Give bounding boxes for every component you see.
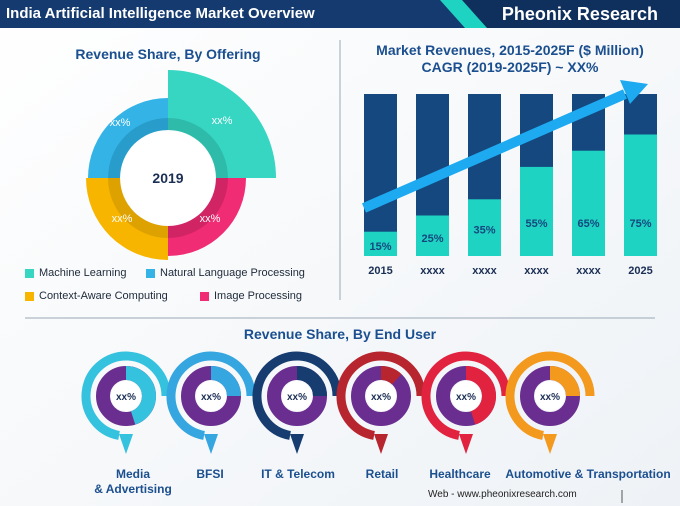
- website-text: Web - www.pheonixresearch.com: [428, 489, 577, 500]
- bar-value-label: 25%: [421, 233, 443, 245]
- x-tick-label: xxxx: [472, 265, 497, 277]
- legend-item: Image Processing: [200, 290, 302, 302]
- end-user-label: BFSI: [180, 467, 240, 482]
- legend-swatch: [25, 292, 34, 301]
- bar-value-label: 55%: [525, 218, 547, 230]
- legend-swatch: [25, 269, 34, 278]
- bar-chart-subtitle: CAGR (2019-2025F) ~ XX%: [350, 59, 670, 76]
- x-tick-label: xxxx: [420, 265, 445, 277]
- end-user-label: IT & Telecom: [250, 467, 346, 482]
- end-user-label: Automotive & Transportation: [500, 467, 676, 482]
- bar: [572, 151, 605, 256]
- legend-item: Context-Aware Computing: [25, 290, 168, 302]
- bar-value-label: 75%: [629, 218, 651, 230]
- end-user-label: Healthcare: [418, 467, 502, 482]
- bar: [624, 135, 657, 257]
- end-user-share-label: xx%: [371, 392, 391, 403]
- x-tick-label: xxxx: [576, 265, 601, 277]
- pie-center-label: 2019: [152, 170, 183, 186]
- bar: [520, 167, 553, 256]
- end-user-share-label: xx%: [201, 392, 221, 403]
- x-tick-label: 2025: [628, 265, 652, 277]
- bar-chart-title: Market Revenues, 2015-2025F ($ Million) …: [350, 42, 670, 76]
- end-user-title: Revenue Share, By End User: [140, 326, 540, 342]
- end-user-share-label: xx%: [116, 392, 136, 403]
- legend-item: Machine Learning: [25, 267, 126, 279]
- pie-slice-label: xx%: [110, 117, 131, 129]
- end-user-share-label: xx%: [540, 392, 560, 403]
- pie-slice-label: xx%: [200, 213, 221, 225]
- pie-slice-label: xx%: [112, 213, 133, 225]
- end-user-label-line: & Advertising: [88, 482, 178, 497]
- bar-chart-title-line: Market Revenues, 2015-2025F ($ Million): [350, 42, 670, 59]
- legend-label: Image Processing: [214, 290, 302, 302]
- brand-name: Pheonix Research: [502, 0, 658, 28]
- bar-value-label: 15%: [369, 241, 391, 253]
- end-user-label: Media & Advertising: [88, 467, 178, 497]
- legend-swatch: [200, 292, 209, 301]
- pie-slice-label: xx%: [212, 115, 233, 127]
- bar-value-label: 65%: [577, 218, 599, 230]
- legend-item: Natural Language Processing: [146, 267, 305, 279]
- bar-value-label: 35%: [473, 225, 495, 237]
- end-user-share-label: xx%: [287, 392, 307, 403]
- page-title: India Artificial Intelligence Market Ove…: [6, 0, 315, 28]
- legend-label: Context-Aware Computing: [39, 290, 168, 302]
- x-tick-label: xxxx: [524, 265, 549, 277]
- end-user-label: Retail: [352, 467, 412, 482]
- legend-swatch: [146, 269, 155, 278]
- infographic: xx% xx% xx% xx% 2019 15% 2015 25% xxxx 35% xxxx 55…: [0, 0, 680, 506]
- end-user-label-line: Media: [88, 467, 178, 482]
- end-user-donut-share: [381, 373, 397, 379]
- legend-label: Machine Learning: [39, 267, 126, 279]
- legend-label: Natural Language Processing: [160, 267, 305, 279]
- x-tick-label: 2015: [368, 265, 392, 277]
- offering-title: Revenue Share, By Offering: [18, 46, 318, 62]
- end-user-share-label: xx%: [456, 392, 476, 403]
